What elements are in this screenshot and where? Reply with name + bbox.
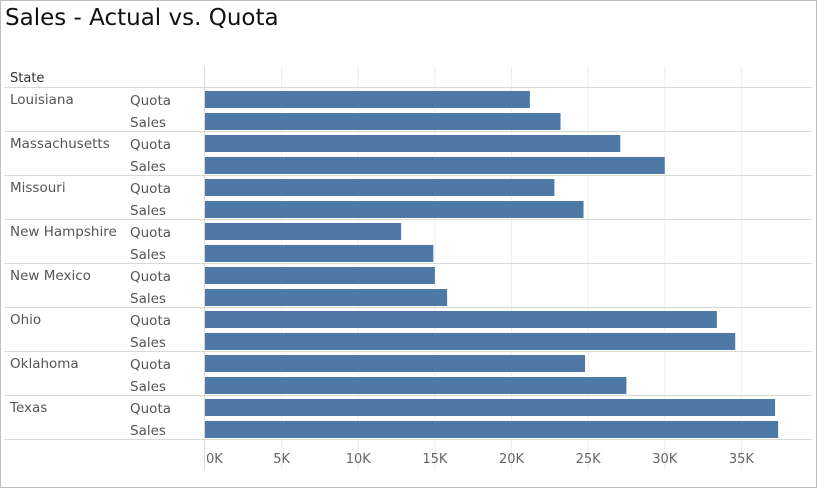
x-tick-label: 10K [346,452,372,467]
state-label: Missouri [10,180,66,196]
bar-quota [205,267,435,284]
measure-label: Quota [130,181,171,197]
bar-quota [205,91,530,108]
state-label: Massachusetts [10,136,110,152]
measure-label: Sales [130,379,166,395]
state-label: New Hampshire [10,224,117,240]
bar-quota [205,135,621,152]
measure-label: Sales [130,291,166,307]
bar-sales [205,377,627,394]
measure-label: Quota [130,137,171,153]
measure-label: Quota [130,401,171,417]
measure-label: Sales [130,247,166,263]
x-tick-label: 20K [499,452,525,467]
x-tick-label: 15K [422,452,448,467]
state-label: Oklahoma [10,356,79,372]
bar-quota [205,311,717,328]
state-label: Louisiana [10,92,74,108]
measure-label: Sales [130,203,166,219]
measure-label: Quota [130,357,171,373]
x-tick-label: 35K [729,452,755,467]
bar-sales [205,201,584,218]
bar-sales [205,333,736,350]
measure-label: Sales [130,335,166,351]
measure-label: Quota [130,269,171,285]
bar-quota [205,179,555,196]
x-tick-label: 25K [576,452,602,467]
measure-label: Quota [130,93,171,109]
measure-label: Quota [130,225,171,241]
x-tick-label: 30K [652,452,678,467]
measure-label: Quota [130,313,171,329]
measure-label: Sales [130,115,166,131]
bar-quota [205,223,402,240]
state-label: Texas [9,400,47,416]
bar-sales [205,157,665,174]
row-header-state: State [10,71,44,86]
bar-quota [205,399,776,416]
bar-sales [205,289,448,306]
bar-sales [205,421,779,438]
state-label: New Mexico [10,268,91,284]
measure-label: Sales [130,423,166,439]
x-tick-label: 5K [273,452,290,467]
bar-sales [205,245,434,262]
state-label: Ohio [10,312,41,328]
bar-quota [205,355,586,372]
x-tick-label: 0K [206,452,223,467]
bar-sales [205,113,561,130]
measure-label: Sales [130,159,166,175]
chart-title: Sales - Actual vs. Quota [5,5,279,31]
